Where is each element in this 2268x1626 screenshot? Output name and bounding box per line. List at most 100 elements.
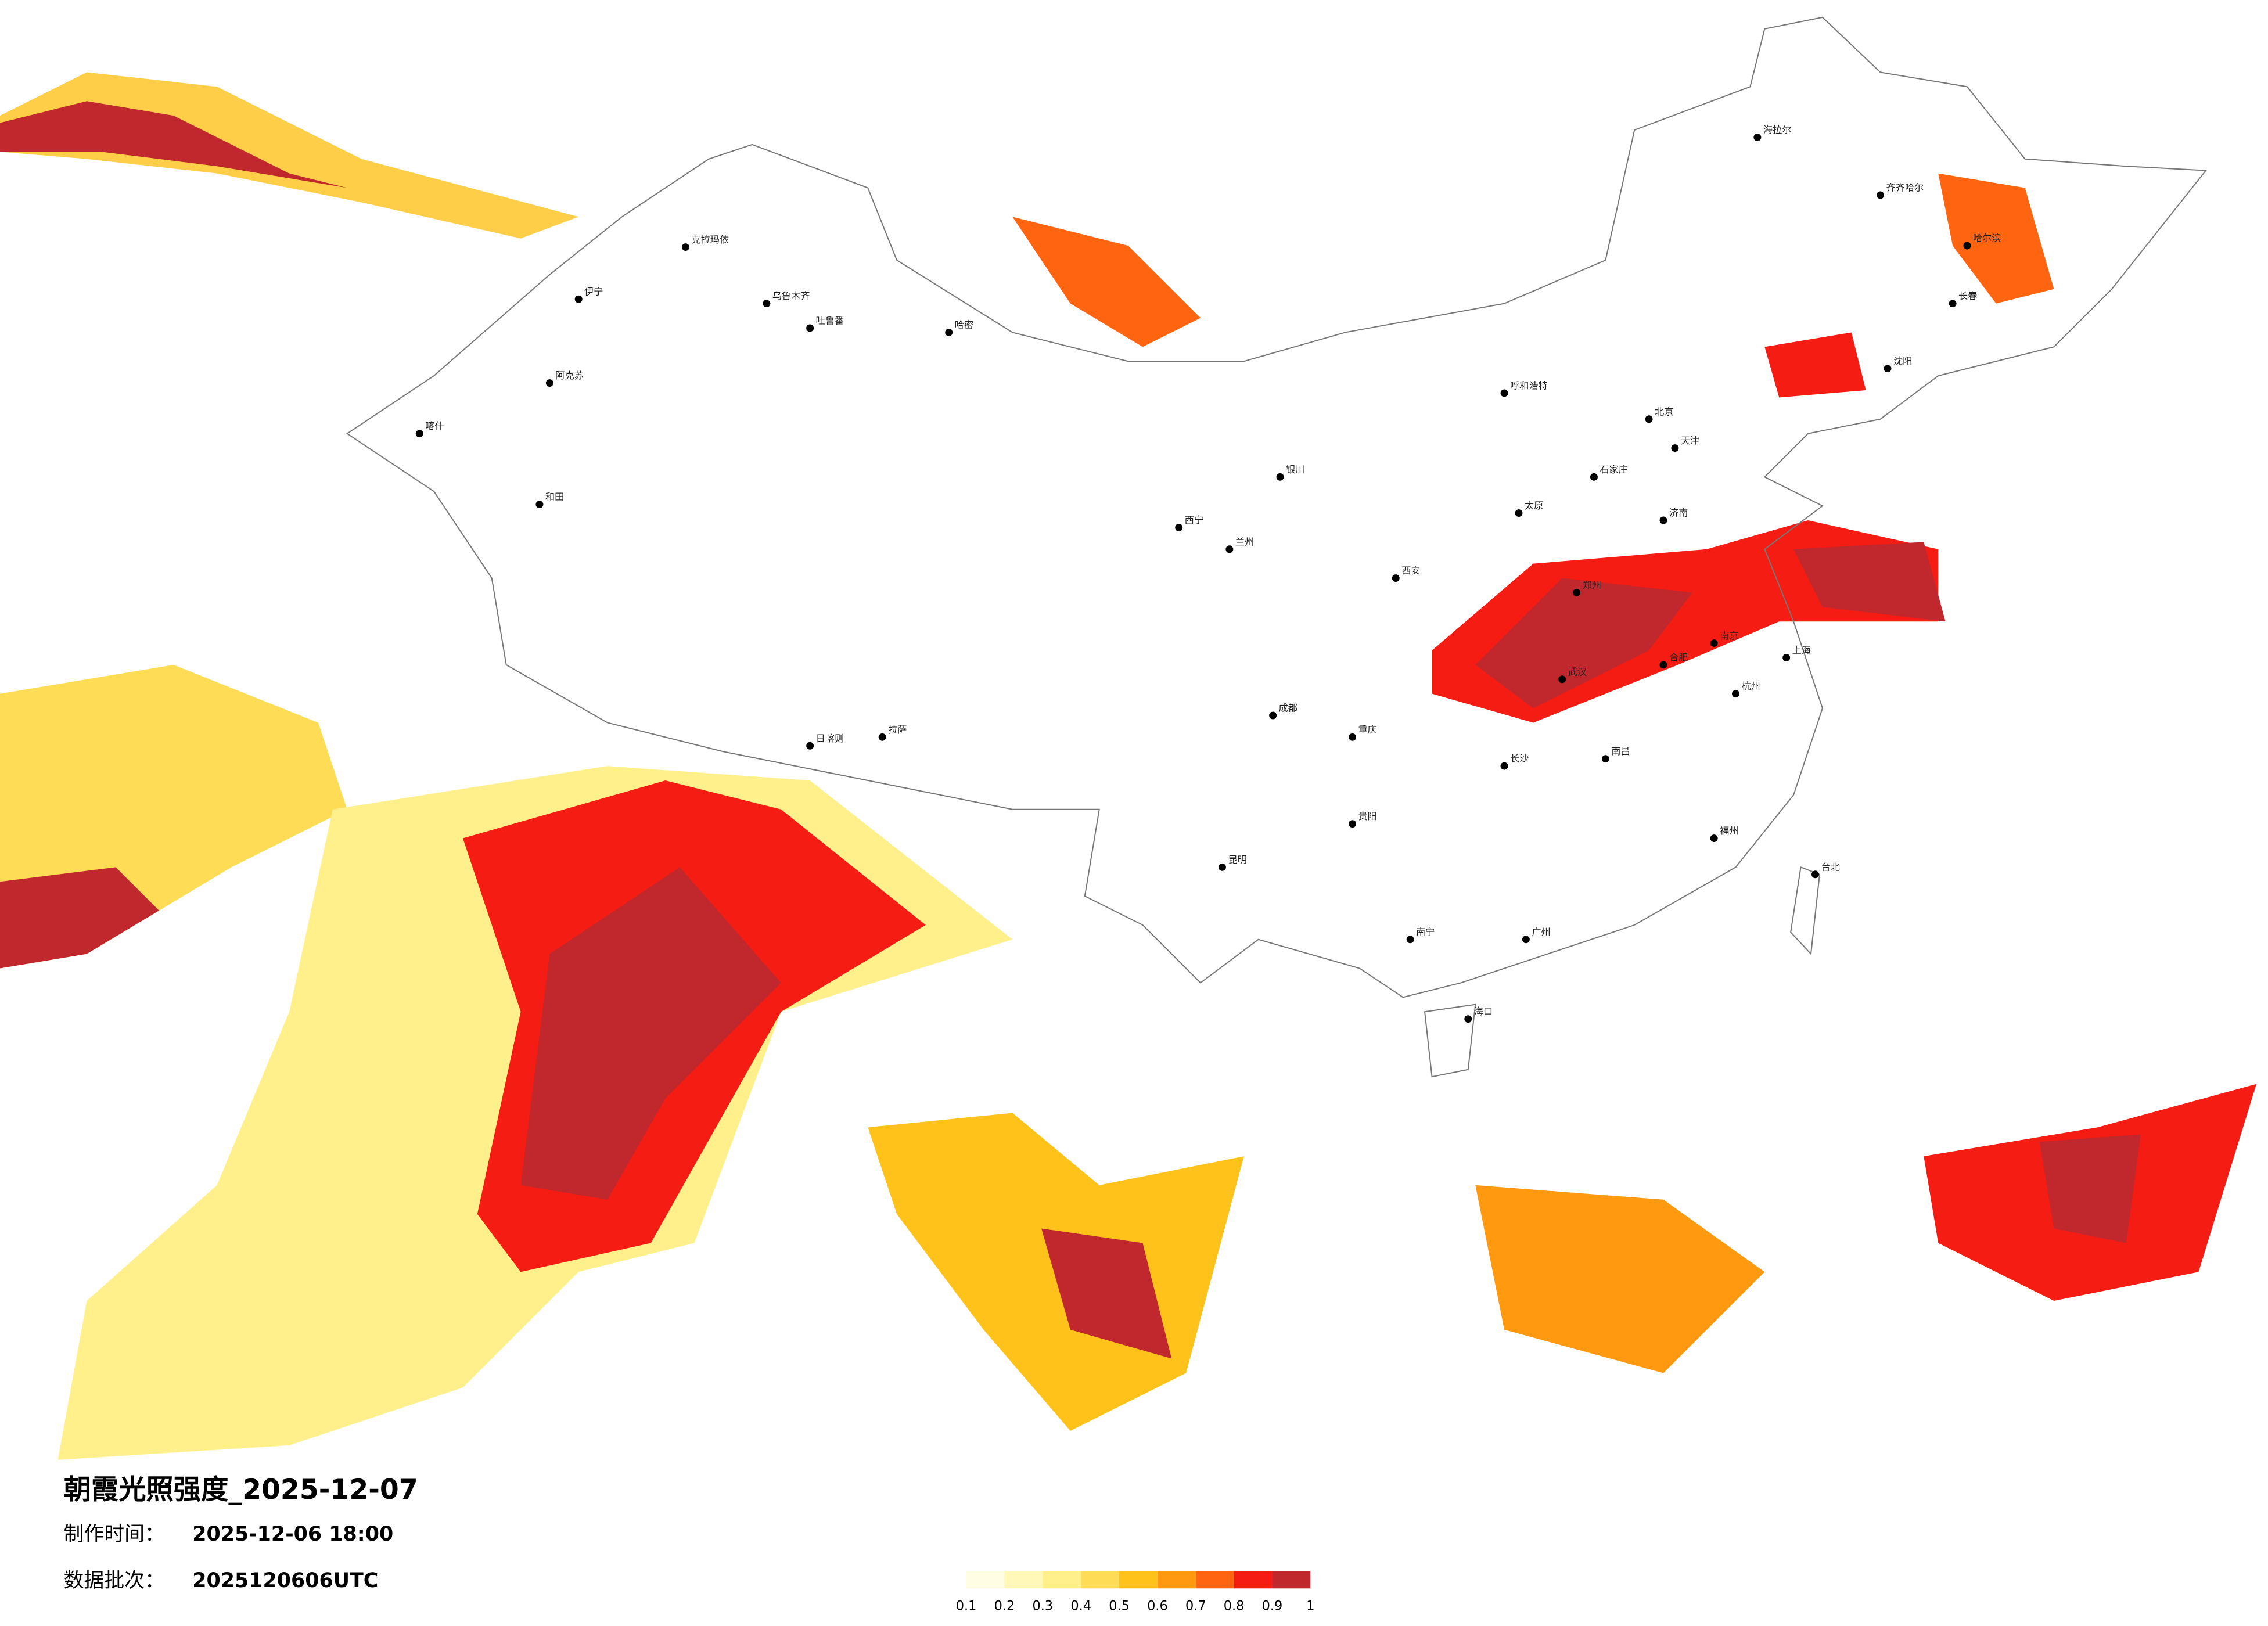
- city-label: 喀什: [425, 420, 444, 431]
- city-dot: [1732, 690, 1739, 698]
- city-label: 哈密: [955, 319, 973, 330]
- city-dot: [1753, 133, 1762, 141]
- intensity-region: [1938, 173, 2054, 304]
- city-label: 克拉玛依: [691, 234, 729, 245]
- city-label: 伊宁: [584, 286, 603, 297]
- city-label: 西安: [1401, 565, 1420, 576]
- city-dot: [1601, 755, 1609, 763]
- city-dot: [1558, 675, 1566, 684]
- legend-swatch: [1119, 1571, 1158, 1589]
- legend-tick-label: 0.1: [956, 1599, 977, 1614]
- city-dot: [1884, 365, 1892, 373]
- intensity-region: [1041, 1228, 1172, 1359]
- city-dot: [1349, 733, 1357, 741]
- city-dot: [1811, 870, 1819, 879]
- city-label: 太原: [1525, 500, 1543, 511]
- legend-tick-label: 0.6: [1147, 1599, 1168, 1614]
- city-label: 齐齐哈尔: [1886, 182, 1924, 193]
- legend-tick-label: 0.5: [1109, 1599, 1130, 1614]
- city-dot: [806, 742, 814, 750]
- city-dot: [1659, 516, 1667, 524]
- city-dot: [1276, 473, 1284, 481]
- city-label: 广州: [1532, 926, 1550, 937]
- intensity-region: [1764, 332, 1866, 398]
- data-batch-label: 数据批次：: [64, 1569, 165, 1592]
- city-dot: [1500, 389, 1508, 397]
- city-dot: [1963, 242, 1971, 250]
- city-dot: [574, 295, 583, 303]
- legend-tick-label: 0.8: [1224, 1599, 1245, 1614]
- city-label: 贵阳: [1358, 811, 1377, 822]
- city-dot: [1573, 588, 1581, 596]
- city-label: 西宁: [1185, 515, 1203, 526]
- city-label: 上海: [1792, 645, 1811, 656]
- city-label: 济南: [1669, 508, 1688, 519]
- hainan-border: [1424, 1003, 1476, 1078]
- map-title: 朝霞光照强度_2025-12-07: [64, 1474, 418, 1506]
- city-dot: [1671, 444, 1679, 452]
- city-label: 武汉: [1568, 666, 1587, 677]
- city-label: 日喀则: [816, 733, 844, 744]
- city-label: 银川: [1286, 464, 1304, 475]
- production-time-label: 制作时间：: [64, 1523, 165, 1546]
- city-label: 吐鲁番: [816, 315, 844, 326]
- city-dot: [1877, 191, 1885, 199]
- city-label: 郑州: [1583, 580, 1601, 591]
- production-time-value: 2025-12-06 18:00: [192, 1523, 393, 1546]
- legend-tick-label: 0.7: [1185, 1599, 1206, 1614]
- city-label: 重庆: [1358, 724, 1377, 735]
- legend-tick-label: 1: [1306, 1599, 1314, 1614]
- legend-swatch: [1272, 1571, 1311, 1589]
- city-label: 长沙: [1510, 753, 1529, 764]
- city-dot: [415, 430, 423, 438]
- legend-tick-label: 0.9: [1262, 1599, 1283, 1614]
- legend-swatch: [966, 1571, 1005, 1589]
- city-dot: [1659, 661, 1667, 669]
- city-dot: [1464, 1015, 1472, 1023]
- city-dot: [806, 324, 814, 332]
- city-label: 南宁: [1416, 926, 1435, 937]
- city-dot: [1515, 509, 1523, 517]
- city-dot: [1590, 473, 1598, 481]
- city-dot: [945, 328, 953, 336]
- city-dot: [763, 300, 771, 308]
- data-batch-value: 2025120606UTC: [192, 1569, 378, 1592]
- city-label: 沈阳: [1893, 355, 1912, 366]
- intensity-region: [1475, 578, 1692, 708]
- city-label: 阿克苏: [555, 370, 584, 381]
- city-dot: [1500, 762, 1508, 770]
- intensity-region: [1475, 1185, 1765, 1373]
- city-label: 哈尔滨: [1973, 233, 2001, 244]
- city-dot: [1349, 820, 1357, 828]
- city-dot: [1645, 415, 1653, 423]
- city-dot: [681, 243, 689, 251]
- legend-swatch: [1043, 1571, 1081, 1589]
- city-label: 拉萨: [888, 724, 907, 735]
- city-label: 乌鲁木齐: [772, 290, 810, 301]
- intensity-field: [0, 72, 2257, 1460]
- legend-swatch: [1081, 1571, 1120, 1589]
- legend-tick-label: 0.2: [994, 1599, 1015, 1614]
- city-dot: [1269, 711, 1277, 720]
- city-dot: [1218, 863, 1226, 871]
- city-dot: [1949, 300, 1957, 308]
- city-label: 北京: [1655, 406, 1673, 417]
- city-label: 兰州: [1235, 536, 1254, 547]
- city-label: 长春: [1958, 290, 1977, 301]
- intensity-region: [0, 101, 347, 188]
- city-label: 昆明: [1228, 854, 1246, 865]
- city-label: 天津: [1681, 435, 1699, 446]
- legend-swatch: [1004, 1571, 1043, 1589]
- intensity-region: [0, 72, 579, 239]
- city-label: 海拉尔: [1763, 124, 1792, 135]
- city-label: 成都: [1279, 703, 1297, 714]
- china-border: [346, 16, 2207, 998]
- city-label: 福州: [1720, 825, 1738, 836]
- city-dot: [1225, 545, 1234, 553]
- legend-swatch: [1195, 1571, 1234, 1589]
- city-dot: [1710, 834, 1718, 843]
- city-dot: [1406, 936, 1414, 944]
- city-label: 海口: [1474, 1006, 1493, 1017]
- intensity-region: [0, 867, 159, 969]
